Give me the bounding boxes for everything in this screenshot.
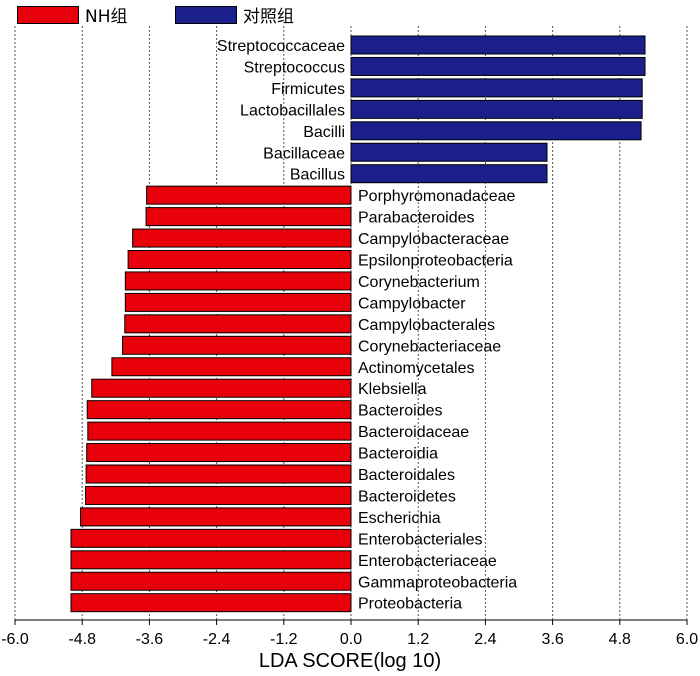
bar — [350, 142, 548, 162]
bar — [91, 378, 352, 398]
bar-label: Campylobacter — [358, 295, 466, 312]
bar-label: Bacillus — [290, 167, 345, 184]
x-tick-label: 2.4 — [474, 631, 496, 648]
bar-label: Bacteroidetes — [358, 488, 456, 505]
legend-label-control: 对照组 — [243, 7, 294, 27]
bar — [127, 250, 352, 269]
bar-label: Epsilonproteobacteria — [358, 253, 513, 270]
bar — [122, 335, 352, 355]
bar-label: Bacteroidia — [358, 446, 438, 463]
x-tick-label: -2.4 — [203, 631, 231, 648]
bar — [85, 485, 352, 505]
bar — [70, 528, 352, 548]
bar-label: Porphyromonadaceae — [358, 188, 516, 205]
bar — [146, 185, 352, 205]
bar-label: Enterobacteriaceae — [358, 553, 497, 570]
bar — [145, 207, 352, 227]
x-tick-label: 3.6 — [541, 631, 563, 648]
bar-label: Klebsiella — [358, 381, 427, 398]
bar — [70, 593, 352, 613]
bar — [70, 571, 352, 591]
x-tick-label: 6.0 — [676, 631, 698, 648]
x-tick-label: -1.2 — [270, 631, 298, 648]
bar-label: Proteobacteria — [358, 596, 462, 613]
bar — [350, 164, 548, 184]
bar-label: Streptococcus — [244, 59, 345, 76]
bar — [111, 357, 352, 377]
bar — [350, 56, 646, 76]
bar-label: Bacteroidaceae — [358, 424, 469, 441]
x-axis-label: LDA SCORE(log 10) — [258, 650, 442, 672]
bar-label: Bacillaceae — [263, 145, 345, 162]
bar — [350, 99, 643, 119]
bar — [124, 314, 352, 334]
legend-label-nh: NH组 — [85, 7, 128, 27]
bar-label: Enterobacteriales — [358, 531, 483, 548]
bar — [80, 507, 352, 527]
legend-item-control: 对照组 — [175, 2, 294, 27]
legend-swatch-nh — [17, 5, 79, 24]
bar-label: Gammaproteobacteria — [358, 574, 517, 591]
bar — [350, 35, 646, 55]
bar — [86, 400, 352, 420]
bar — [350, 121, 642, 141]
bar-label: Lactobacillales — [240, 102, 345, 119]
x-tick-label: 1.2 — [407, 631, 429, 648]
bar-label: Corynebacterium — [358, 274, 480, 291]
bar-label: Actinomycetales — [358, 360, 475, 377]
bar — [86, 443, 352, 463]
x-tick-label: -3.6 — [136, 631, 164, 648]
bar-label: Campylobacterales — [358, 317, 495, 334]
x-tick-label: 4.8 — [609, 631, 631, 648]
bar-label: Parabacteroides — [358, 210, 475, 227]
bar — [85, 464, 352, 484]
bar-label: Campylobacteraceae — [358, 231, 509, 248]
x-tick-label: -6.0 — [1, 631, 29, 648]
bar — [70, 550, 352, 570]
bar — [87, 421, 352, 441]
x-tick-label: 0.0 — [340, 631, 362, 648]
bar — [124, 271, 352, 291]
legend: NH组 对照组 — [0, 0, 700, 27]
legend-item-nh: NH组 — [17, 2, 128, 27]
x-tick-label: -4.8 — [68, 631, 96, 648]
bar-label: Bacilli — [303, 124, 345, 141]
bar-label: Bacteroides — [358, 403, 443, 420]
bar-label: Escherichia — [358, 510, 441, 527]
bar-label: Corynebacteriaceae — [358, 338, 501, 355]
bar-label: Bacteroidales — [358, 467, 455, 484]
bar — [132, 228, 352, 248]
bar — [350, 78, 643, 98]
legend-swatch-control — [175, 5, 237, 24]
bar-label: Streptococcaceae — [217, 38, 345, 55]
bar — [124, 292, 352, 312]
bar-label: Firmicutes — [271, 81, 345, 98]
